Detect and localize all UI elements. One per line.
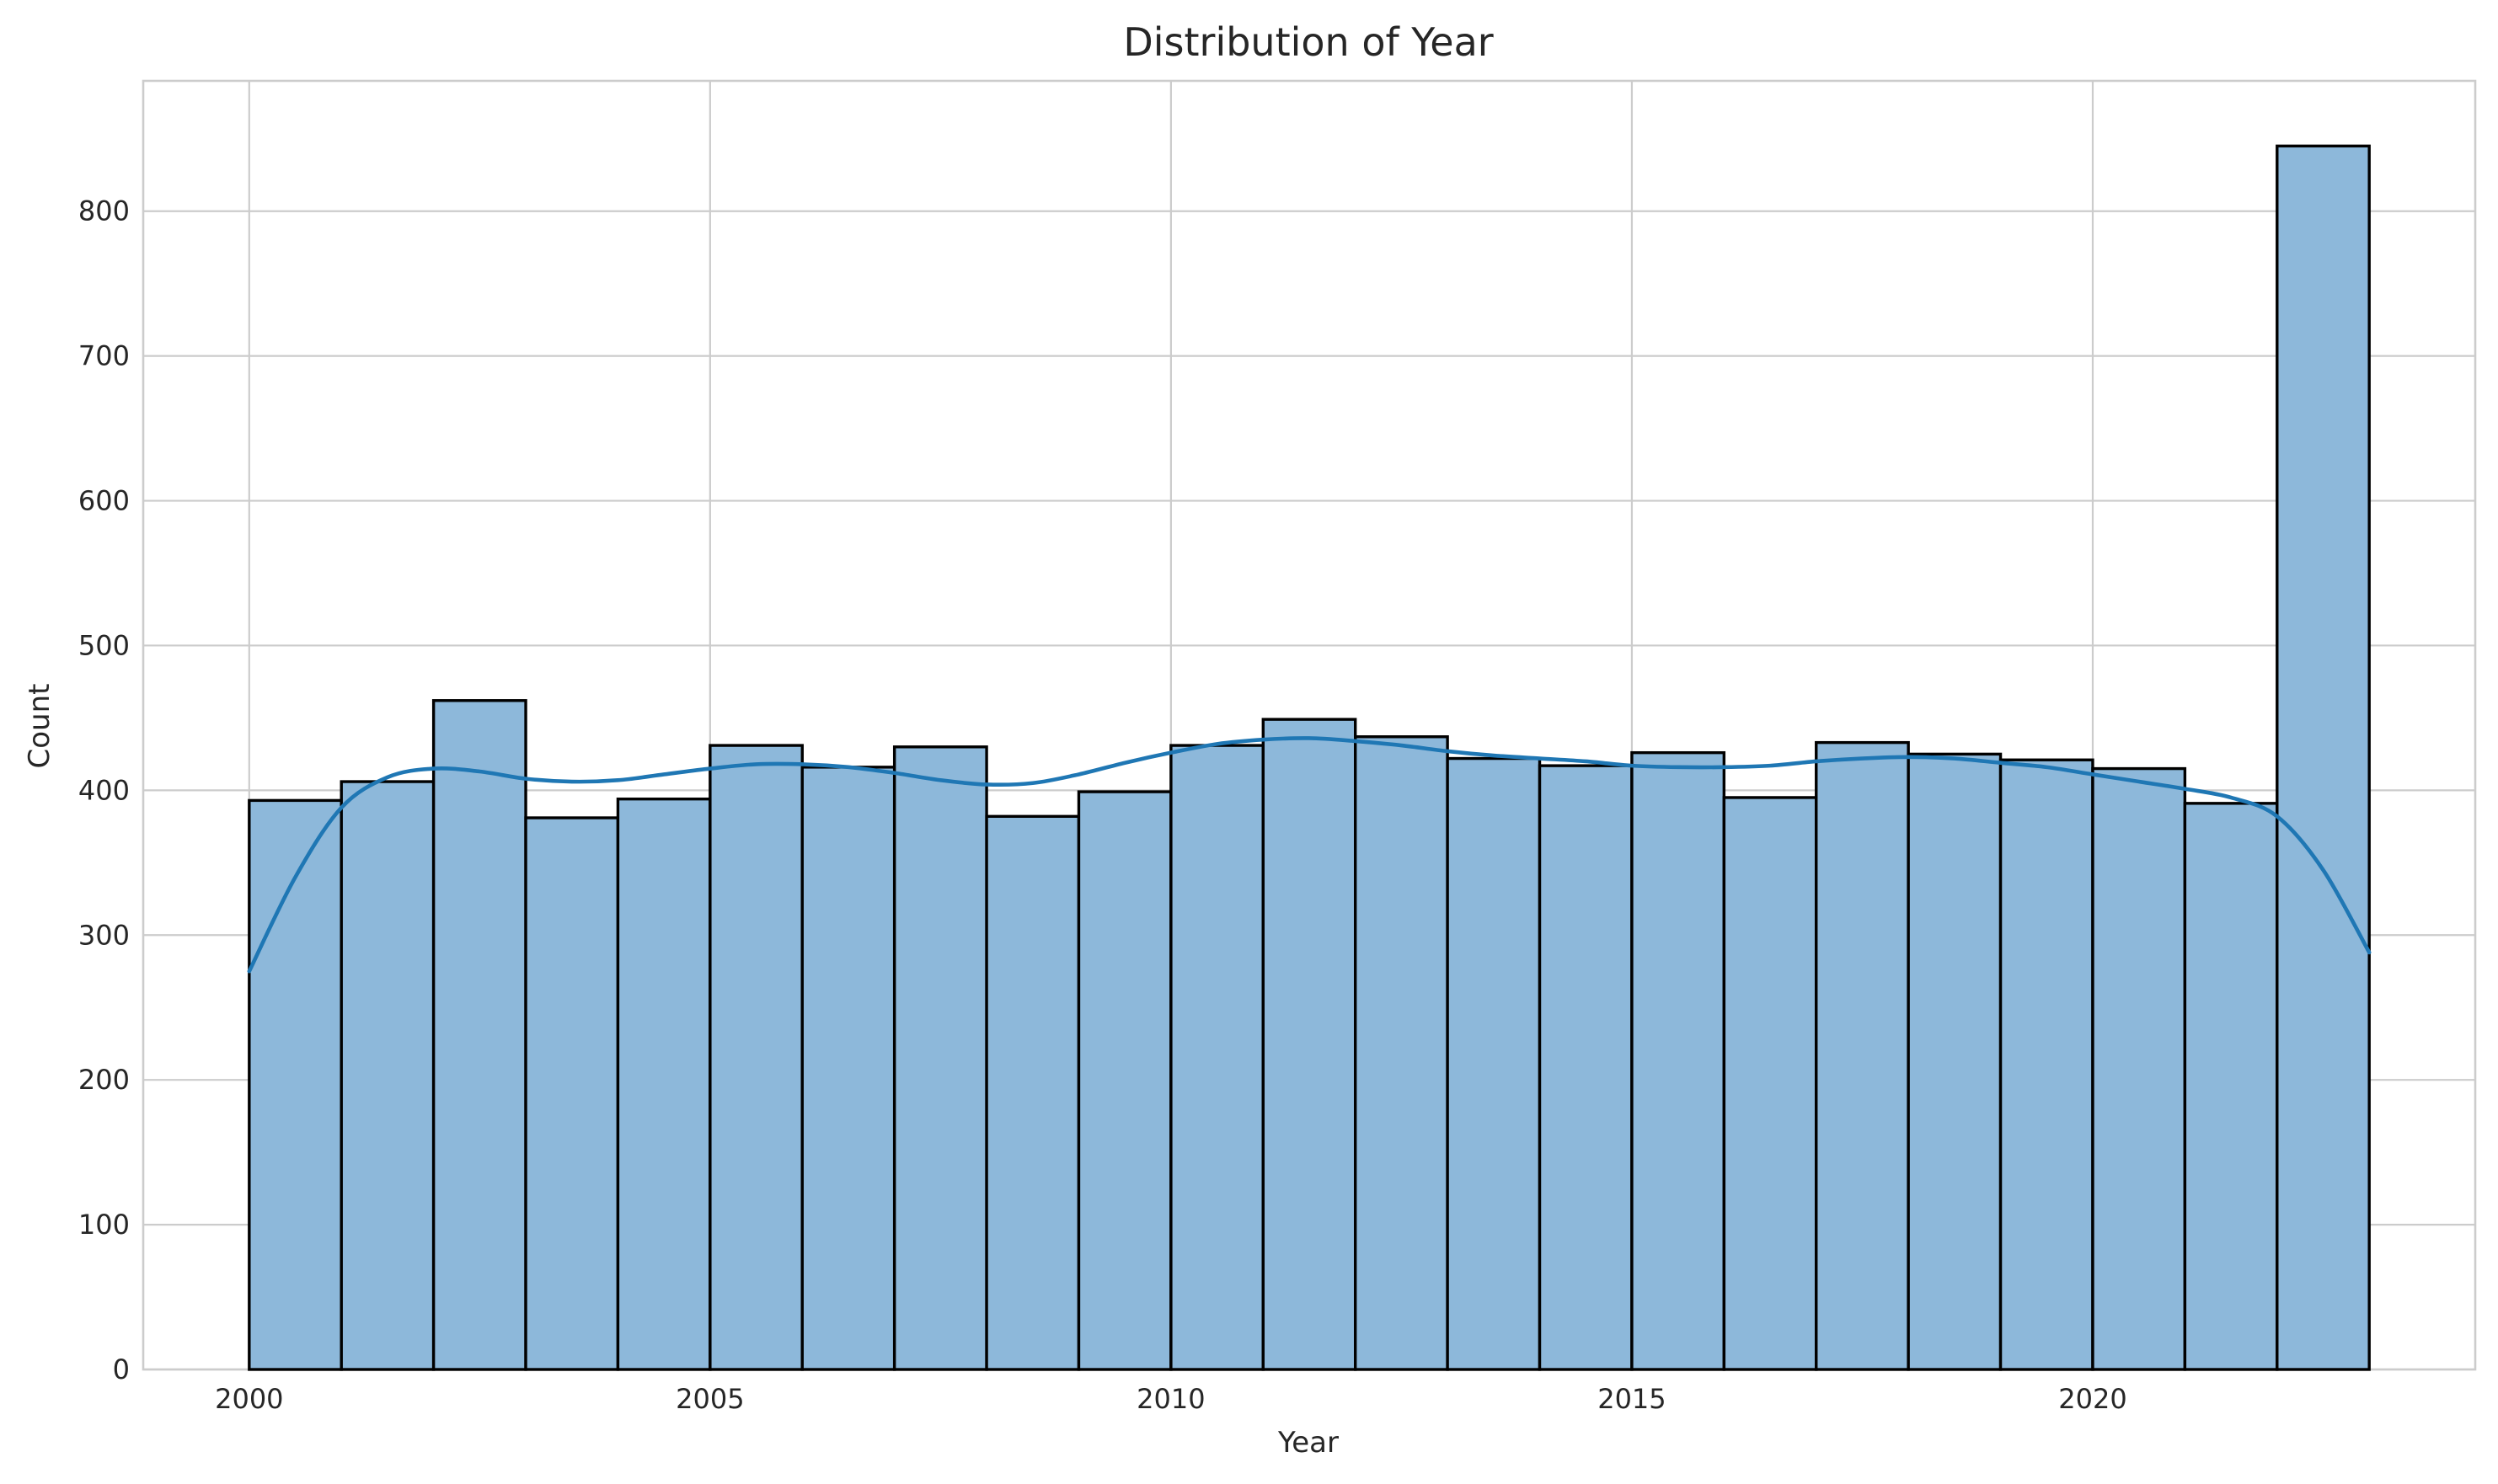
- histogram-bar: [1077, 790, 1173, 1371]
- x-tick-label: 2010: [1137, 1383, 1205, 1415]
- y-tick-label: 600: [78, 485, 130, 517]
- y-tick-label: 800: [78, 195, 130, 227]
- histogram-bar: [985, 814, 1081, 1371]
- x-tick-label: 2000: [215, 1383, 283, 1415]
- histogram-bar: [1998, 758, 2094, 1371]
- histogram-bar: [1261, 718, 1357, 1371]
- x-tick-labels: 2000 2005 2010 2015 2020: [215, 1383, 2127, 1415]
- histogram-bar: [1169, 744, 1265, 1371]
- y-tick-label: 300: [78, 919, 130, 951]
- histogram-bar: [1354, 735, 1449, 1371]
- histogram-bar: [340, 780, 436, 1371]
- histogram-bar: [1446, 756, 1542, 1371]
- histogram-bar: [2091, 766, 2187, 1371]
- y-tick-labels: 0 100 200 300 400 500 600 700 800: [78, 195, 130, 1385]
- y-tick-label: 100: [78, 1209, 130, 1241]
- y-tick-label: 0: [113, 1353, 130, 1385]
- x-tick-label: 2020: [2058, 1383, 2126, 1415]
- y-tick-label: 400: [78, 774, 130, 806]
- y-tick-label: 200: [78, 1064, 130, 1096]
- histogram-bars: [248, 144, 2371, 1371]
- y-tick-label: 500: [78, 629, 130, 661]
- histogram-bar: [1538, 764, 1634, 1371]
- histogram-bar: [1815, 740, 1910, 1371]
- histogram-bar: [709, 744, 804, 1371]
- kde-curve: [247, 736, 2372, 974]
- histogram-bar: [892, 745, 988, 1371]
- histogram-bar: [524, 816, 620, 1371]
- histogram-bar: [2276, 144, 2371, 1371]
- histogram-bar: [1907, 752, 2003, 1371]
- y-axis-label: Count: [23, 684, 56, 769]
- histogram-bar: [800, 766, 896, 1371]
- histogram-bar: [431, 699, 527, 1371]
- histogram-bar: [1722, 796, 1818, 1371]
- x-axis-label: Year: [1277, 1426, 1339, 1460]
- y-tick-label: 700: [78, 340, 130, 372]
- chart-title: Distribution of Year: [1123, 19, 1493, 65]
- histogram-bar: [616, 797, 712, 1371]
- histogram-bar: [1630, 750, 1726, 1371]
- histogram-bar: [248, 798, 343, 1371]
- x-tick-label: 2005: [676, 1383, 744, 1415]
- x-tick-label: 2015: [1597, 1383, 1666, 1415]
- histogram-bar: [2183, 802, 2279, 1371]
